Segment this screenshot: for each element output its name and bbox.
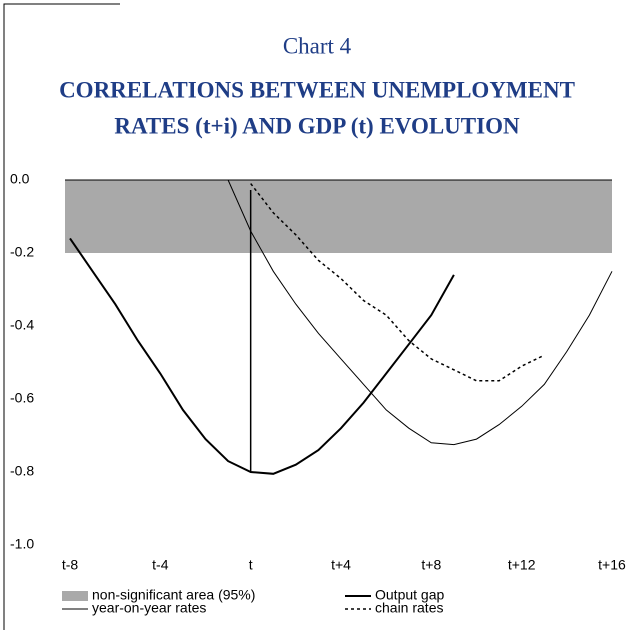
y-tick-label: -0.4 xyxy=(10,317,34,333)
legend-label: chain rates xyxy=(375,600,443,616)
x-tick-label: t+4 xyxy=(331,557,351,573)
x-tick-label: t+16 xyxy=(598,557,626,573)
frame xyxy=(3,3,120,630)
y-tick-label: -0.2 xyxy=(10,244,34,260)
series-line xyxy=(250,183,545,382)
chart-caption: Chart 4 xyxy=(283,33,352,58)
x-tick-label: t-4 xyxy=(152,557,169,573)
legend-swatch xyxy=(62,591,88,601)
non-significant-band xyxy=(65,180,612,253)
legend-label: non-significant area (95%) xyxy=(92,587,255,603)
series-line xyxy=(227,179,613,446)
x-tick-label: t+8 xyxy=(421,557,441,573)
y-tick-label: -0.6 xyxy=(10,390,34,406)
chart-title: CORRELATIONS BETWEEN UNEMPLOYMENT xyxy=(59,77,575,102)
legend-label: year-on-year rates xyxy=(92,600,206,616)
chart-subtitle: RATES (t+i) AND GDP (t) EVOLUTION xyxy=(114,113,520,138)
x-tick-label: t+12 xyxy=(508,557,536,573)
y-tick-label: -1.0 xyxy=(10,536,34,552)
series-line xyxy=(69,237,455,475)
legend-label: Output gap xyxy=(375,587,444,603)
x-tick-label: t-8 xyxy=(62,557,79,573)
y-tick-label: 0.0 xyxy=(10,171,30,187)
x-tick-label: t xyxy=(249,557,253,573)
y-tick-label: -0.8 xyxy=(10,463,34,479)
